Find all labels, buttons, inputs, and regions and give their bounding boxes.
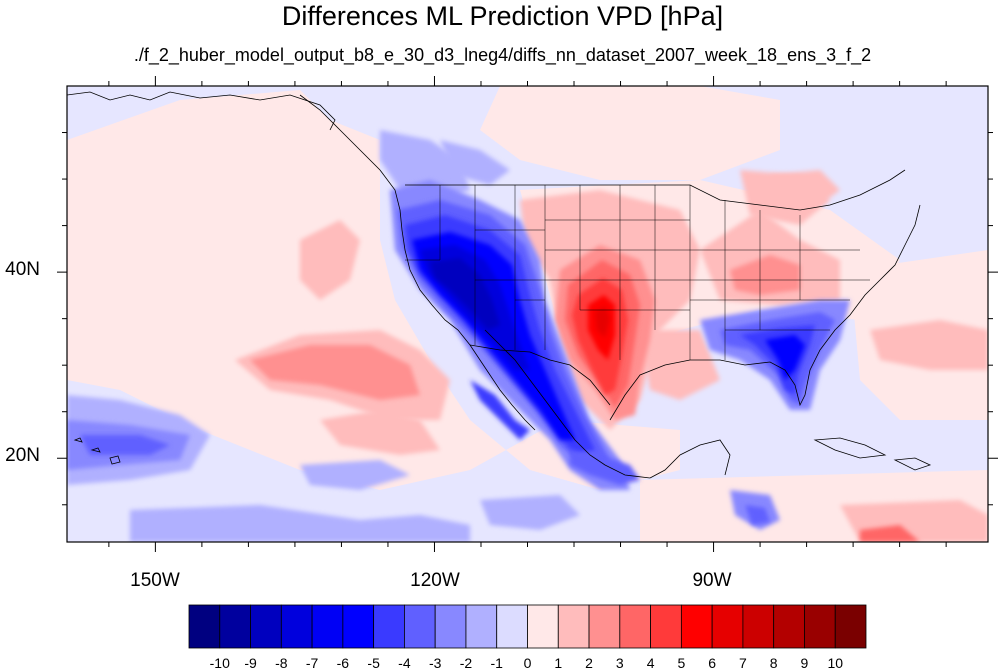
colorbar-tick-label: -8 <box>275 655 288 671</box>
colorbar-swatch <box>588 604 621 649</box>
colorbar-tick-label: -5 <box>367 655 380 671</box>
colorbar-swatch <box>773 604 805 649</box>
colorbar-tick-label: 4 <box>647 655 655 671</box>
north-pacific-pink <box>67 90 380 170</box>
state-lines-central <box>545 185 690 360</box>
colorbar-tick-label: -3 <box>429 655 442 671</box>
colorbar-tick-label: -4 <box>398 655 411 671</box>
caribbean-blue-2 <box>745 505 770 525</box>
pacific-anomaly-south <box>320 410 440 455</box>
lon-label-150w: 150W <box>130 570 180 591</box>
plot-subtitle: ./f_2_huber_model_output_b8_e_30_d3_lneg… <box>133 45 872 65</box>
lon-label-120w: 120W <box>410 570 460 591</box>
pacific-pink-region <box>67 140 680 490</box>
canada-pink-region <box>480 86 780 180</box>
caribbean-anomaly-mid <box>860 525 920 542</box>
colorbar-labels: -10 -9 -8 -7 -6 -5 -4 -3 -2 -1 0 1 2 3 4 5 6 7 8 9 10 <box>210 655 844 671</box>
us-canada-border <box>405 169 906 211</box>
plot-title: Differences ML Prediction VPD [hPa] <box>281 1 724 31</box>
colorbar-swatch <box>527 604 559 649</box>
atlantic-anomaly <box>870 320 988 370</box>
colorbar-swatch <box>465 604 498 649</box>
lon-label-90w: 90W <box>692 570 731 591</box>
colorbar-tick-label: 9 <box>801 655 809 671</box>
colorbar-swatch <box>219 604 251 649</box>
latitude-ticks <box>57 132 998 506</box>
hawaii-blue-dark <box>80 435 170 455</box>
coastlines-and-borders <box>67 91 932 479</box>
colorbar-tick-label: 5 <box>677 655 685 671</box>
colorbar-tick-label: 2 <box>585 655 593 671</box>
alaska-coast <box>67 91 336 131</box>
canada-anomaly <box>770 170 840 205</box>
map-plot-area <box>67 86 988 542</box>
colorbar-swatch <box>650 604 682 649</box>
colorbar-swatch <box>834 604 867 649</box>
west-coastline <box>299 94 536 431</box>
mexico-blue-south <box>570 450 640 485</box>
west-level-7 <box>430 258 500 330</box>
colorbar-swatch <box>434 604 467 649</box>
colorbar-swatch <box>373 604 405 649</box>
colorbar-tick-label: 6 <box>708 655 716 671</box>
hawaii-islands <box>73 437 121 465</box>
us-mexico-border <box>469 344 611 406</box>
colorbar-tick-label: 0 <box>524 655 532 671</box>
colorbar-tick-label: -1 <box>491 655 504 671</box>
northwest-canada-blue <box>440 140 510 185</box>
colorbar-tick-label: 3 <box>616 655 624 671</box>
baja-blue <box>470 380 530 440</box>
colorbar-swatch <box>742 604 775 649</box>
colorbar-tick-label: -7 <box>306 655 319 671</box>
colorbar-tick-label: 7 <box>739 655 747 671</box>
yucatan-coast <box>649 439 731 479</box>
colorbar-tick-label: -9 <box>244 655 257 671</box>
pacific-anomaly-west <box>300 220 360 300</box>
pacific-anomaly-mid <box>250 345 420 400</box>
colorbar-swatch <box>280 604 313 649</box>
colorbar-swatch <box>496 604 528 649</box>
mexico-west-coast <box>484 329 651 479</box>
colorbar <box>188 604 867 649</box>
colorbar-tick-label: -10 <box>210 655 230 671</box>
colorbar-swatch <box>619 604 651 649</box>
state-lines-east <box>689 185 870 360</box>
southeast-level-5 <box>765 335 805 380</box>
lat-label-20n: 20N <box>5 445 40 466</box>
colorbar-swatch <box>804 604 836 649</box>
colorbar-tick-label: 8 <box>770 655 778 671</box>
gulf-anomaly <box>640 330 720 400</box>
colorbar-swatch <box>680 604 713 649</box>
longitude-ticks <box>108 76 947 552</box>
colorbar-swatch <box>711 604 744 649</box>
colorbar-swatch <box>557 604 590 649</box>
gulf-coastline <box>609 204 921 421</box>
colorbar-swatch <box>404 604 436 649</box>
hispaniola-outline <box>893 457 932 471</box>
pacific-blue-patch <box>480 495 580 530</box>
colorbar-swatch <box>342 604 375 649</box>
colorbar-tick-label: -2 <box>460 655 473 671</box>
cuba-outline <box>813 437 887 459</box>
negative-anomaly-regions <box>67 130 850 542</box>
hotspot-level-7 <box>595 306 610 338</box>
southern-blue-band <box>130 505 470 542</box>
northwest-coast-blue <box>380 130 470 200</box>
colorbar-swatch <box>311 604 344 649</box>
colorbar-tick-label: -6 <box>337 655 350 671</box>
colorbar-tick-label: 10 <box>827 655 843 671</box>
colorbar-swatch <box>188 604 221 649</box>
colorbar-swatch <box>250 604 282 649</box>
ohio-valley-mid <box>730 255 800 295</box>
pacific-blue-far <box>300 460 410 490</box>
state-lines-west <box>405 185 546 350</box>
colorbar-tick-label: 1 <box>554 655 562 671</box>
lat-label-40n: 40N <box>5 259 40 280</box>
